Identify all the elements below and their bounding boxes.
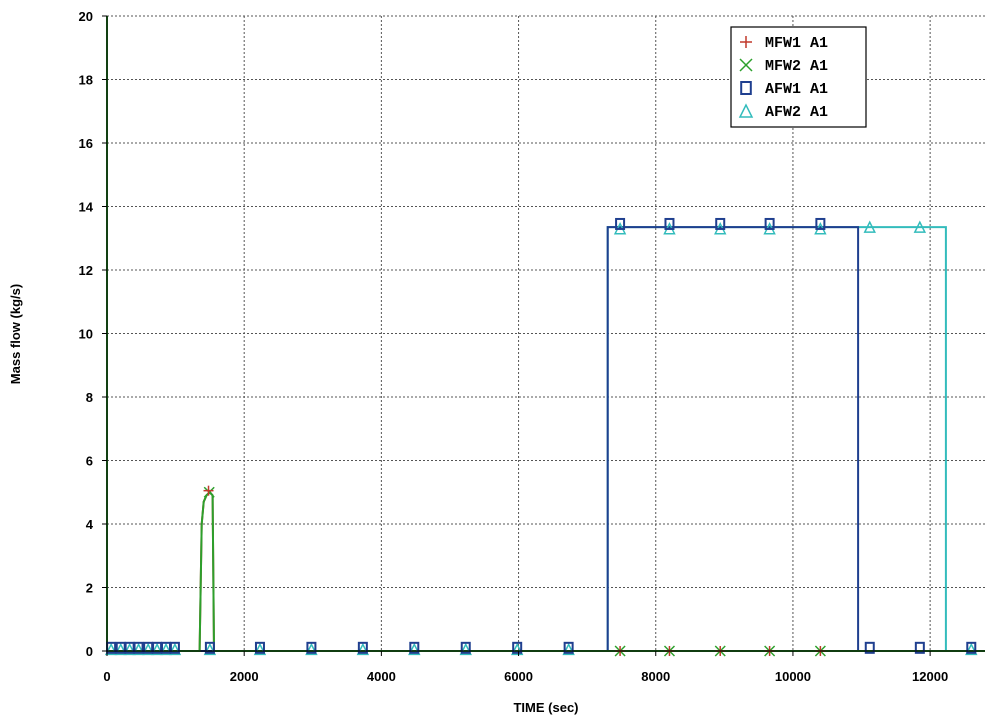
marker-triangle [141,642,155,656]
marker-triangle [913,220,927,233]
marker-triangle [305,642,318,656]
marker-triangle [203,642,217,656]
marker-triangle [168,642,182,656]
y-tick-label: 18 [79,73,93,88]
grid [107,15,985,651]
marker-triangle [114,642,127,656]
x-tick-label: 8000 [641,669,670,684]
legend-marker-plus [740,36,752,48]
marker-square [815,217,826,230]
marker-triangle [510,642,524,656]
marker-triangle [104,642,118,656]
marker-triangle [459,642,472,656]
marker-square [715,217,726,230]
marker-square [664,217,675,230]
marker-square [460,641,471,654]
legend-marker-x [739,58,753,72]
legend-label: AFW1 A1 [765,81,828,98]
marker-square [254,641,265,654]
legend-box [730,26,867,128]
marker-triangle [159,642,173,656]
marker-triangle [863,220,876,233]
y-tick-label: 20 [79,9,93,24]
marker-square [169,641,180,654]
x-tick-labels: 0 2000 4000 6000 8000 10000 12000 [103,669,948,684]
marker-square [133,641,144,654]
x-axis-label: TIME (sec) [513,700,578,715]
y-tick-label: 0 [86,644,93,659]
y-tick-label: 8 [86,390,93,405]
legend-marker-triangle [738,103,754,118]
marker-triangle [562,642,575,656]
y-tick-label: 6 [86,454,93,469]
marker-triangle [965,642,978,656]
x-tick-label: 10000 [775,669,811,684]
marker-square [914,641,925,654]
marker-square [409,641,420,654]
marker-stroke [739,58,753,72]
marker-square [306,641,317,654]
marker-triangle [356,642,370,656]
legend-label: MFW2 A1 [765,58,828,75]
marker-square [764,217,775,230]
x-tick-label: 4000 [367,669,396,684]
y-axis-label: Mass flow (kg/s) [8,284,23,384]
marker-triangle [408,642,421,656]
legend: MFW1 A1 MFW2 A1 AFW1 A1 AFW2 A1 [730,26,867,128]
legend-label: MFW1 A1 [765,35,828,52]
y-tick-label: 14 [79,200,94,215]
marker-triangle [123,642,136,656]
axes [102,15,985,656]
marker-triangle [253,642,267,656]
marker-square [966,641,977,654]
y-tick-label: 4 [86,517,94,532]
marker-plus [203,485,214,496]
y-tick-label: 10 [79,327,93,342]
y-tick-label: 12 [79,263,93,278]
marker-triangle [132,642,145,656]
marker-square [864,641,875,654]
y-tick-labels: 0 2 4 6 8 10 12 14 16 18 20 [79,9,94,659]
x-tick-label: 0 [103,669,110,684]
marker-square [512,641,523,654]
x-tick-label: 12000 [912,669,948,684]
y-tick-label: 2 [86,581,93,596]
x-tick-label: 6000 [504,669,533,684]
marker-square [204,641,215,654]
x-tick-label: 2000 [230,669,259,684]
marker-square [357,641,368,654]
legend-label: AFW2 A1 [765,104,828,121]
y-tick-label: 16 [79,136,93,151]
marker-triangle [150,642,164,656]
marker-square [615,217,626,230]
legend-marker-square [740,81,752,95]
marker-square [563,641,574,654]
